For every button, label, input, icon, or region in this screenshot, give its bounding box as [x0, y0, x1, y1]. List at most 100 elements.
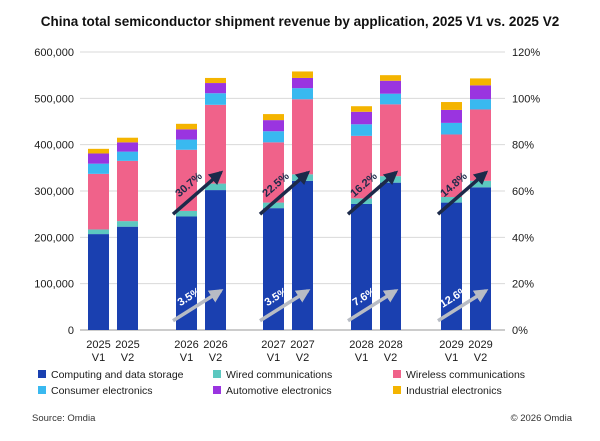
- chart-title: China total semiconductor shipment reven…: [40, 14, 560, 29]
- growth-arrow-v2: [258, 170, 311, 216]
- bar-segment-automotive: [380, 80, 401, 94]
- y-tick-label: 500,000: [34, 93, 74, 105]
- bar-segment-industrial: [380, 75, 401, 81]
- bar-segment-computing: [351, 203, 372, 330]
- bar-segment-wired: [263, 202, 284, 209]
- x-tick-label-year: 2029: [439, 339, 463, 351]
- x-tick-label-year: 2026: [203, 339, 227, 351]
- x-tick-label-year: 2028: [378, 339, 402, 351]
- legend-item-consumer: Consumer electronics: [38, 385, 153, 397]
- bar-segment-automotive: [263, 120, 284, 132]
- bar-segment-wireless: [380, 104, 401, 177]
- bar-segment-computing: [470, 187, 491, 330]
- bar-segment-industrial: [88, 148, 109, 154]
- y-tick-label: 600,000: [34, 47, 74, 59]
- growth-arrow-v2: [171, 170, 224, 216]
- bar-segment-computing: [117, 226, 138, 330]
- legend-swatch-consumer: [38, 386, 46, 394]
- legend-item-computing: Computing and data storage: [38, 369, 184, 381]
- legend-label-industrial: Industrial electronics: [406, 385, 502, 397]
- y2-tick-label: 100%: [512, 93, 540, 105]
- bar-segment-automotive: [441, 109, 462, 123]
- bar-segment-wireless: [205, 104, 226, 184]
- bar-segment-industrial: [117, 137, 138, 143]
- legend-swatch-wireless: [393, 370, 401, 378]
- x-tick-label-year: 2027: [261, 339, 285, 351]
- bar-segment-industrial: [292, 71, 313, 78]
- x-tick-label-version: V1: [180, 352, 193, 364]
- bar-segment-automotive: [88, 153, 109, 164]
- source-note: Source: Omdia: [32, 413, 96, 424]
- bar-segment-computing: [88, 234, 109, 330]
- bar-segment-wired: [176, 210, 197, 217]
- legend-label-consumer: Consumer electronics: [51, 385, 153, 397]
- bar-segment-industrial: [470, 78, 491, 86]
- bar-segment-automotive: [292, 77, 313, 89]
- y2-tick-label: 20%: [512, 279, 534, 291]
- x-tick-label-version: V1: [92, 352, 105, 364]
- y-tick-label: 100,000: [34, 279, 74, 291]
- legend-item-wireless: Wireless communications: [393, 369, 525, 381]
- bar-segment-consumer: [88, 163, 109, 174]
- y2-tick-label: 120%: [512, 47, 540, 59]
- bar-segment-automotive: [205, 83, 226, 94]
- x-tick-label-version: V2: [384, 352, 397, 364]
- bar-segment-consumer: [441, 122, 462, 135]
- legend-label-wired: Wired communications: [226, 369, 333, 381]
- growth-arrow-v1: [347, 289, 399, 323]
- copyright-note: © 2026 Omdia: [510, 413, 572, 424]
- growth-arrow-v2: [436, 170, 489, 216]
- legend-item-automotive: Automotive electronics: [213, 385, 332, 397]
- x-tick-label-year: 2026: [174, 339, 198, 351]
- x-tick-label-year: 2029: [468, 339, 492, 351]
- bar-segment-wired: [205, 183, 226, 191]
- growth-arrow-v1: [172, 289, 224, 323]
- legend-swatch-computing: [38, 370, 46, 378]
- x-tick-label-version: V2: [296, 352, 309, 364]
- legend-swatch-wired: [213, 370, 221, 378]
- y-tick-label: 0: [68, 325, 74, 337]
- bar-segment-industrial: [441, 102, 462, 110]
- bar-segment-wireless: [117, 160, 138, 222]
- x-tick-label-version: V2: [209, 352, 222, 364]
- legend-swatch-automotive: [213, 386, 221, 394]
- y2-tick-label: 0%: [512, 325, 528, 337]
- bar-segment-wireless: [470, 109, 491, 181]
- bar-segment-consumer: [205, 93, 226, 105]
- legend-label-computing: Computing and data storage: [51, 369, 184, 381]
- x-tick-label-year: 2025: [86, 339, 110, 351]
- y2-tick-label: 60%: [512, 186, 534, 198]
- x-tick-label-version: V2: [121, 352, 134, 364]
- legend-swatch-industrial: [393, 386, 401, 394]
- x-tick-label-year: 2028: [349, 339, 373, 351]
- y2-tick-label: 40%: [512, 232, 534, 244]
- bar-segment-wireless: [292, 99, 313, 175]
- growth-arrow-v1: [259, 289, 311, 323]
- bar-segment-automotive: [117, 142, 138, 152]
- bar-segment-industrial: [176, 123, 197, 130]
- bar-segment-wireless: [263, 142, 284, 203]
- growth-arrow-v1: [437, 289, 489, 323]
- bar-segment-wireless: [351, 135, 372, 199]
- bar-segment-automotive: [176, 129, 197, 140]
- bar-segment-automotive: [351, 111, 372, 125]
- x-tick-label-year: 2027: [290, 339, 314, 351]
- bar-segment-consumer: [351, 124, 372, 136]
- bar-segment-computing: [263, 208, 284, 330]
- bar-segment-consumer: [380, 93, 401, 105]
- legend-item-wired: Wired communications: [213, 369, 332, 381]
- bar-segment-wireless: [441, 134, 462, 198]
- legend-item-industrial: Industrial electronics: [393, 385, 502, 397]
- y2-tick-label: 80%: [512, 140, 534, 152]
- bar-segment-wireless: [88, 173, 109, 230]
- y-tick-label: 300,000: [34, 186, 74, 198]
- bar-segment-industrial: [205, 77, 226, 84]
- bar-segment-automotive: [470, 85, 491, 100]
- x-tick-label-year: 2025: [115, 339, 139, 351]
- y-tick-label: 400,000: [34, 140, 74, 152]
- bar-segment-wired: [441, 197, 462, 203]
- x-tick-label-version: V1: [355, 352, 368, 364]
- x-tick-label-version: V1: [445, 352, 458, 364]
- legend-label-automotive: Automotive electronics: [226, 385, 332, 397]
